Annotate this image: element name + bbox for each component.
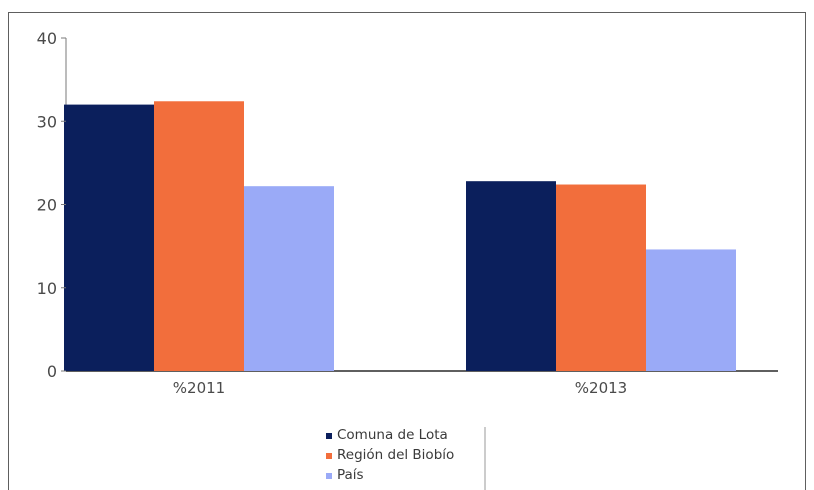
legend-swatch <box>326 453 332 459</box>
legend-label: País <box>337 467 364 483</box>
legend-label: Comuna de Lota <box>337 427 448 443</box>
bar <box>64 104 154 371</box>
y-tick-label: 20 <box>37 196 57 215</box>
y-tick-label: 10 <box>37 279 57 298</box>
legend-swatch <box>326 473 332 479</box>
bar <box>154 101 244 372</box>
legend-label: Región del Biobío <box>337 447 454 463</box>
bar <box>556 184 646 371</box>
bar <box>646 249 736 371</box>
y-tick-label: 30 <box>37 112 57 131</box>
chart-legend: Comuna de Lota Región del Biobío País <box>326 427 486 490</box>
x-tick-label: %2013 <box>575 379 627 397</box>
bar <box>244 186 334 371</box>
x-tick-label: %2011 <box>173 379 225 397</box>
legend-swatch <box>326 433 332 439</box>
y-tick-label: 0 <box>47 362 57 381</box>
chart-bars <box>64 101 736 372</box>
y-tick-label: 40 <box>37 29 57 48</box>
bar <box>466 181 556 371</box>
chart-frame <box>8 12 806 490</box>
chart-ticks: 0 10 20 30 40 %2011 %2013 <box>37 29 628 397</box>
